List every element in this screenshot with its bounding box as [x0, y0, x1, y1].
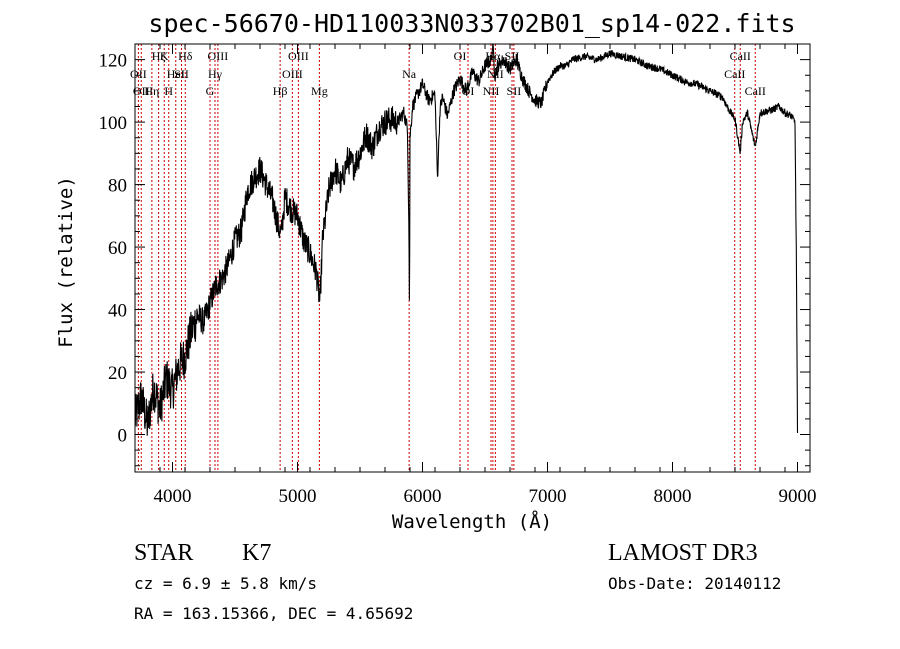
line-marker-lines	[137, 44, 756, 472]
object-class: STAR	[134, 540, 193, 566]
y-tick-label: 100	[99, 113, 128, 134]
y-tick-label: 120	[99, 51, 128, 72]
marker-label: Hζ	[152, 49, 166, 63]
marker-label: K	[160, 49, 169, 63]
marker-label: OII	[133, 84, 150, 98]
marker-label: CaII	[745, 84, 766, 98]
marker-label: HeI	[167, 67, 185, 81]
line-marker-labels: OIIOIIHηHζKHHeISIIHδGHγOIIIHβOIIIOIIIMgN…	[130, 49, 766, 98]
marker-label: Hγ	[208, 67, 223, 81]
obs-date: Obs-Date: 20140112	[608, 574, 781, 593]
redshift-line: cz = 6.9 ± 5.8 km/s	[134, 574, 317, 593]
coordinates-line: RA = 163.15366, DEC = 4.65692	[134, 604, 413, 623]
marker-label: H	[164, 84, 173, 98]
x-tick-label: 9000	[779, 486, 817, 507]
y-tick-label: 40	[108, 301, 127, 322]
x-axis: 4000 5000 6000 7000 8000 9000	[134, 44, 817, 507]
object-subclass: K7	[242, 540, 271, 566]
y-tick-label: 20	[108, 363, 127, 384]
marker-label: SII	[507, 84, 522, 98]
x-tick-label: 4000	[154, 486, 192, 507]
marker-label: OI	[454, 49, 467, 63]
plot-frame	[134, 43, 811, 473]
marker-label: Hη	[144, 84, 159, 98]
marker-label: G	[206, 84, 215, 98]
spectrum-line-group	[134, 43, 799, 436]
marker-label: Hβ	[273, 84, 288, 98]
y-axis-label: Flux (relative)	[55, 176, 77, 348]
x-tick-label: 6000	[404, 486, 442, 507]
marker-label: SII	[174, 67, 189, 81]
x-tick-label: 8000	[654, 486, 692, 507]
marker-label: Hδ	[178, 49, 193, 63]
y-tick-label: 80	[108, 176, 127, 197]
x-tick-label: 7000	[529, 486, 567, 507]
y-axis: 0 20 40 60 80 100 120	[99, 51, 810, 467]
marker-label: CaII	[724, 67, 745, 81]
marker-label: Mg	[311, 84, 328, 98]
y-tick-label: 0	[118, 426, 128, 447]
marker-label: OIII	[288, 49, 309, 63]
marker-label: CaII	[730, 49, 751, 63]
survey-name: LAMOST DR3	[608, 540, 758, 566]
marker-label: OIII	[282, 67, 303, 81]
marker-label: Na	[402, 67, 417, 81]
marker-label: OIII	[208, 49, 229, 63]
plot-title: spec-56670-HD110033N033702B01_sp14-022.f…	[148, 9, 795, 38]
spectrum-line	[134, 43, 799, 436]
y-tick-label: 60	[108, 238, 127, 259]
x-tick-label: 5000	[279, 486, 317, 507]
x-axis-label: Wavelength (Å)	[392, 510, 552, 533]
marker-label: OII	[130, 67, 147, 81]
marker-label: NII	[483, 84, 500, 98]
